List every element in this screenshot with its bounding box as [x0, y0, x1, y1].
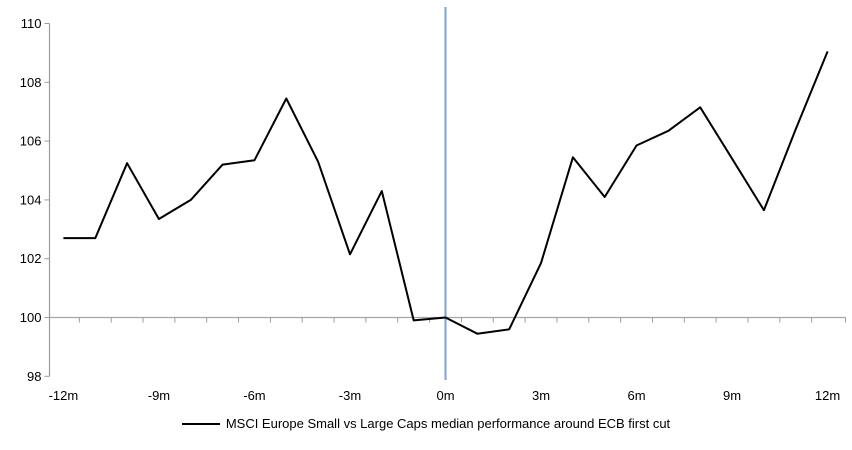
x-tick-label: -12m — [49, 388, 79, 403]
y-tick-label: 102 — [20, 251, 42, 266]
y-tick-label: 106 — [20, 134, 42, 149]
x-tick-label: 0m — [436, 388, 454, 403]
x-tick-label: 9m — [723, 388, 741, 403]
x-tick-label: -9m — [148, 388, 170, 403]
series-line — [63, 51, 829, 335]
x-tick-label: -3m — [339, 388, 361, 403]
x-tick-label: 6m — [628, 388, 646, 403]
legend-label: MSCI Europe Small vs Large Caps median p… — [225, 416, 671, 431]
chart-legend: MSCI Europe Small vs Large Caps median p… — [0, 416, 852, 431]
y-tick-label: 98 — [27, 369, 41, 384]
legend-line-marker — [181, 422, 220, 425]
y-tick-label: 108 — [20, 75, 42, 90]
x-tick-label: 12m — [815, 388, 840, 403]
y-tick-label: 110 — [21, 16, 42, 31]
x-tick-label: 3m — [532, 388, 550, 403]
line-chart-canvas: 98 100 102 104 106 108 110 -12m -9m -6m -3m 0m 3m 6m 9… — [20, 7, 846, 403]
x-tick-label: -6m — [243, 388, 265, 403]
y-tick-label: 100 — [20, 310, 42, 325]
y-tick-label: 104 — [20, 192, 42, 207]
